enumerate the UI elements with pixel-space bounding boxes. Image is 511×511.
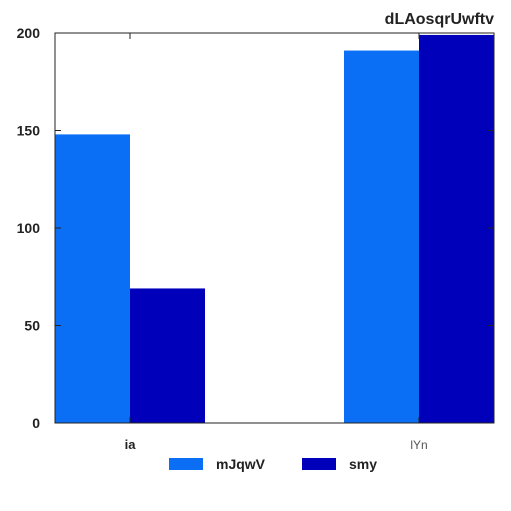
bars-layer <box>55 34 494 424</box>
y-axis: 0 50 100 150 200 <box>17 25 494 431</box>
y-tick-label: 50 <box>24 318 40 334</box>
legend: mJqwV smy <box>169 456 377 472</box>
x-axis: ia lYn <box>125 33 428 452</box>
x-tick-label: lYn <box>410 438 427 452</box>
y-tick-label: 200 <box>17 25 41 41</box>
y-tick-label: 150 <box>17 123 41 139</box>
x-tick-label: ia <box>125 437 137 452</box>
bar-smy-lYn <box>419 34 494 423</box>
y-tick-label: 100 <box>17 220 41 236</box>
bar-mJqwV-ia <box>55 134 130 423</box>
legend-swatch-mJqwV <box>169 458 203 470</box>
y-tick-label: 0 <box>32 415 40 431</box>
chart-title: dLAosqrUwftv <box>385 11 494 28</box>
legend-label-smy: smy <box>349 456 377 472</box>
legend-label-mJqwV: mJqwV <box>216 456 266 472</box>
bar-smy-ia <box>130 288 205 423</box>
bar-mJqwV-lYn <box>344 50 419 424</box>
legend-swatch-smy <box>302 458 336 470</box>
